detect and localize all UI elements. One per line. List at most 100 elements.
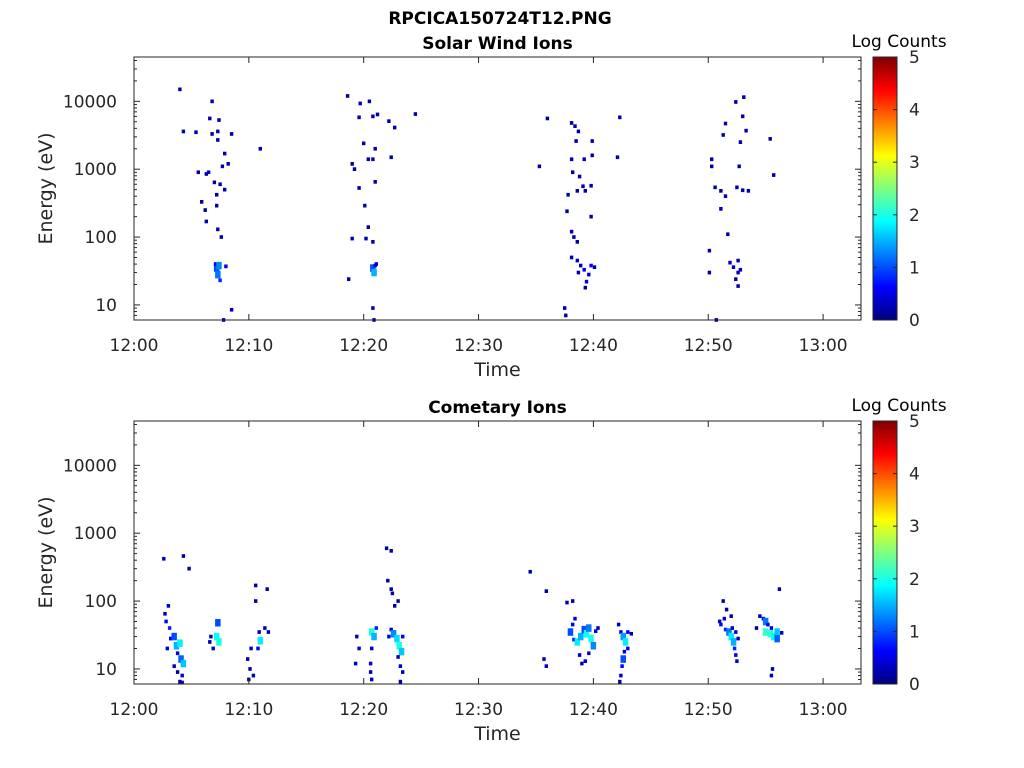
heatmap-cell [216, 638, 222, 646]
heatmap-cell [719, 622, 723, 627]
heatmap-cell [738, 140, 743, 144]
heatmap-cell [248, 667, 252, 671]
heatmap-cell [213, 262, 218, 266]
heatmap-cell [209, 634, 213, 639]
heatmap-cell [178, 679, 182, 684]
heatmap-cell [572, 235, 576, 239]
heatmap-cell [265, 587, 269, 591]
x-tick-label: 12:50 [684, 336, 733, 356]
heatmap-cell [210, 99, 214, 104]
heatmap-cell [357, 115, 361, 120]
heatmap-cell [589, 214, 593, 219]
heatmap-cell [579, 263, 583, 268]
heatmap-cell [564, 313, 568, 318]
heatmap-cell [583, 659, 587, 663]
heatmap-cell [208, 116, 212, 121]
heatmap-cell [769, 626, 774, 630]
heatmap-cell [626, 646, 630, 651]
heatmap-cell [401, 670, 405, 674]
heatmap-cell [368, 670, 373, 674]
heatmap-cell [582, 267, 586, 272]
heatmap-cell [616, 622, 621, 627]
heatmap-cell [266, 630, 271, 634]
heatmap-cell [741, 188, 745, 193]
heatmap-cell [571, 599, 575, 603]
heatmap-cell [615, 155, 620, 160]
y-tick-label: 10 [95, 660, 117, 680]
colorbar-tick-label: 3 [909, 153, 920, 173]
heatmap-cell [375, 112, 380, 117]
heatmap-cell [215, 203, 219, 208]
heatmap-cell [172, 664, 176, 668]
heatmap-cell [347, 277, 351, 281]
y-tick-label: 10000 [63, 456, 117, 476]
heatmap-cell [583, 285, 587, 290]
heatmap-cell [181, 554, 186, 558]
heatmap-cell [374, 626, 378, 630]
heatmap-cell [594, 629, 598, 633]
x-tick-label: 12:00 [110, 336, 159, 356]
heatmap-cell [730, 626, 734, 630]
heatmap-cell [357, 186, 361, 190]
heatmap-cell [246, 657, 250, 661]
heatmap-cell [355, 634, 359, 639]
heatmap-cell [398, 647, 405, 656]
heatmap-cell [574, 638, 581, 646]
x-tick-label: 12:00 [110, 700, 159, 720]
heatmap-cell [371, 306, 375, 310]
heatmap-cell [620, 655, 626, 663]
heatmap-cell [353, 661, 358, 666]
heatmap-cell [219, 235, 223, 239]
heatmap-cell [587, 651, 591, 656]
heatmap-cell [370, 677, 374, 682]
x-tick-label: 12:40 [569, 700, 618, 720]
heatmap-cell [216, 227, 220, 232]
heatmap-cell [573, 124, 577, 128]
heatmap-cell [187, 566, 191, 571]
heatmap-cell [729, 614, 733, 618]
heatmap-cell [774, 634, 780, 643]
heatmap-cell [206, 170, 211, 175]
heatmap-cell [396, 655, 400, 659]
heatmap-cell [544, 589, 548, 593]
heatmap-cell [394, 634, 400, 643]
heatmap-cell [180, 680, 184, 685]
heatmap-cell [220, 164, 225, 169]
heatmap-cell [208, 640, 212, 644]
heatmap-cell [734, 100, 738, 104]
colorbar-label: Log Counts [851, 32, 946, 52]
heatmap-cell [217, 118, 221, 122]
heatmap-cell [769, 673, 774, 678]
heatmap-cell [576, 270, 581, 275]
solar-wind-ions-panel: Solar Wind Ions 12:00 12:10 12:20 12:30 12:40… [35, 32, 947, 381]
heatmap-cell [254, 583, 258, 588]
heatmap-cell [163, 611, 167, 616]
heatmap-cell [587, 272, 591, 277]
heatmap-cell [177, 639, 183, 647]
heatmap-cell [723, 121, 728, 126]
heatmap-cell [726, 232, 730, 237]
heatmap-cell [577, 174, 582, 179]
heatmap-cell [223, 151, 227, 156]
heatmap-cell [728, 260, 732, 265]
heatmap-cell [173, 642, 180, 650]
colorbar-tick-label: 1 [909, 258, 920, 278]
heatmap-cell [357, 646, 361, 651]
heatmap-cell [373, 180, 377, 184]
heatmap-cells [162, 546, 784, 685]
heatmap-cell [622, 649, 627, 654]
heatmap-cell [178, 87, 182, 92]
heatmap-cell [572, 637, 576, 642]
heatmap-cell [737, 164, 741, 169]
heatmap-cell [537, 164, 542, 169]
heatmap-cell [367, 99, 372, 104]
heatmap-cell [734, 277, 738, 281]
heatmap-cell [772, 173, 776, 177]
plot-frame [133, 420, 862, 685]
y-tick-label: 100 [85, 228, 117, 248]
heatmap-cell [373, 146, 377, 151]
heatmap-cell [389, 549, 393, 553]
heatmap-cell [178, 655, 184, 663]
heatmap-cell [728, 632, 734, 641]
